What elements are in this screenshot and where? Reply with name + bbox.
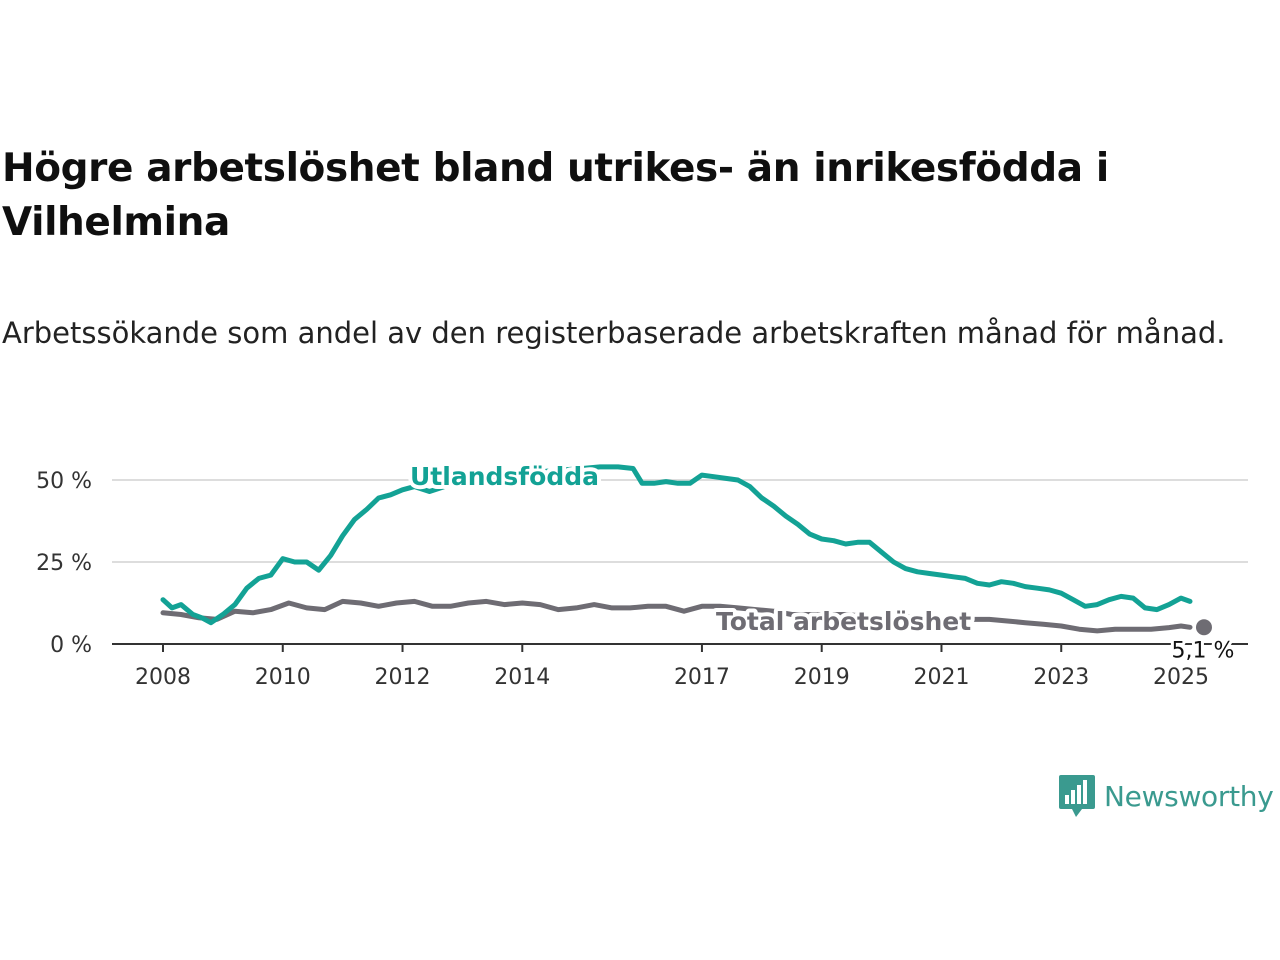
series-label-utlandsfodda: Utlandsfödda [410,462,599,491]
x-tick-label: 2021 [913,665,969,690]
series-label-total: Total arbetslöshet [716,607,971,636]
x-tick-label: 2012 [375,665,431,690]
series-line-total [160,598,1193,634]
newsworthy-chart-icon [1059,775,1095,817]
series-label-utlandsfodda-halo: Utlandsfödda [410,462,599,491]
y-tick-label: 25 % [36,551,92,576]
y-tick-label: 0 % [50,633,92,658]
total-end-point [1195,619,1212,636]
chart-subtitle: Arbetssökande som andel av den registerb… [2,316,1226,350]
x-axis-ticks: 2008 2010 2012 2014 2017 2019 2021 2023 2025 [135,644,1209,690]
series-line-utlandsfodda [160,464,1193,626]
x-tick-label: 2010 [255,665,311,690]
x-tick-label: 2008 [135,665,191,690]
series-lines [160,464,1212,636]
x-tick-label: 2017 [674,665,730,690]
x-tick-label: 2023 [1033,665,1089,690]
newsworthy-wordmark: Newsworthy [1104,779,1274,813]
line-chart: 0 % 25 % 50 % 2008 2010 2012 2014 2017 2019 2021… [36,458,1248,690]
series-label-total-halo: Total arbetslöshet [716,607,971,636]
x-tick-label: 2025 [1153,665,1209,690]
newsworthy-logo: Newsworthy [1058,772,1274,820]
x-tick-label: 2019 [794,665,850,690]
x-tick-label: 2014 [494,665,550,690]
y-tick-label: 50 % [36,469,92,494]
end-value-label: 5,1 % [1172,638,1235,663]
chart-title: Högre arbetslöshet bland utrikes- än inr… [2,146,1109,245]
end-value-label-halo: 5,1 % [1172,638,1235,663]
y-axis-ticks: 0 % 25 % 50 % [36,469,92,658]
